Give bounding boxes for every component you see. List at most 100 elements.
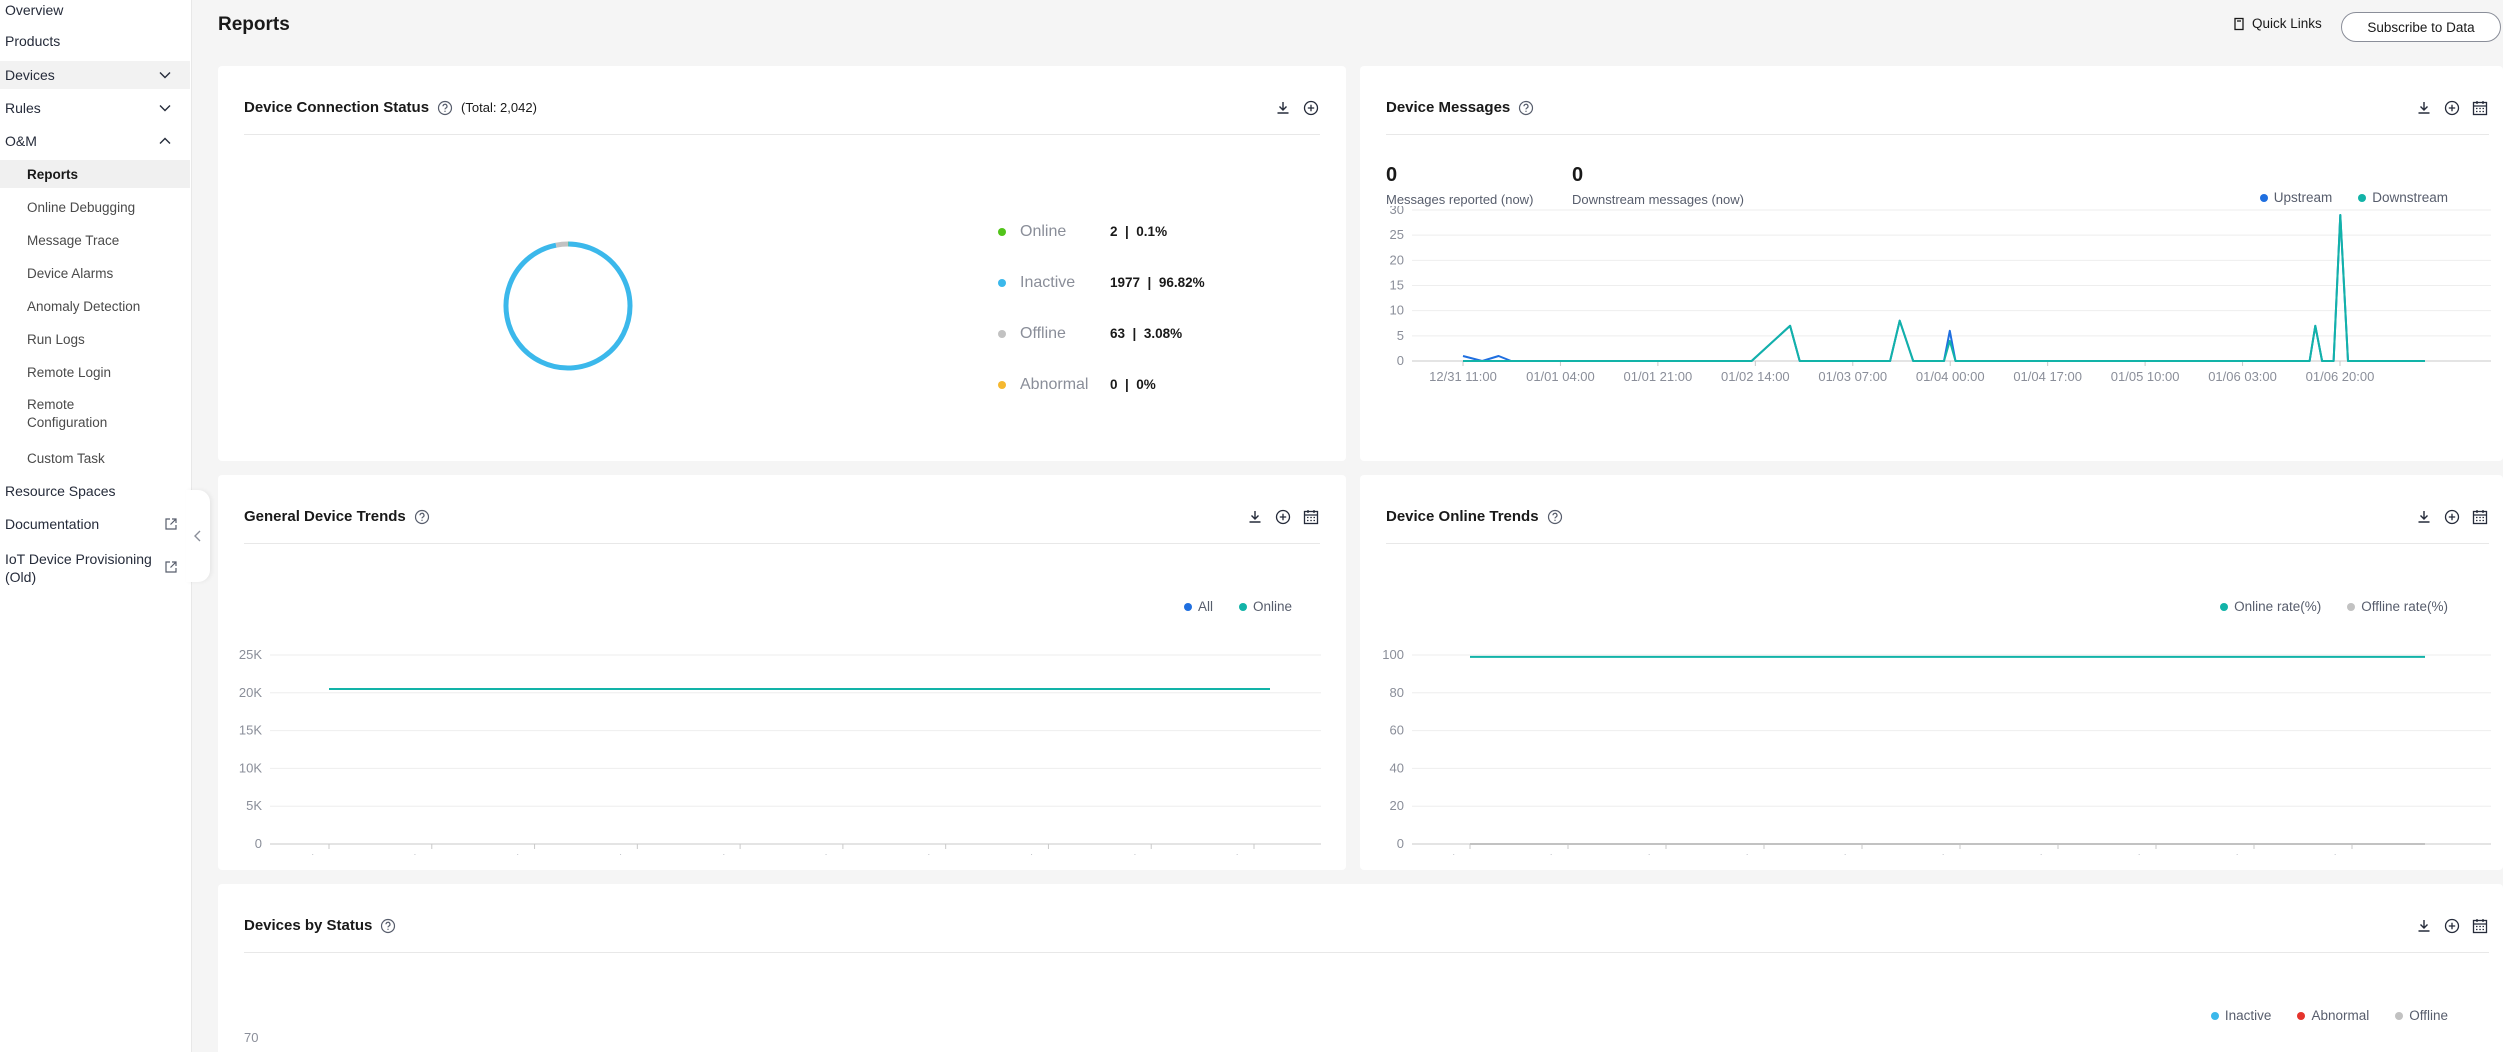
sidebar-item-device-alarms[interactable]: Device Alarms <box>0 259 190 287</box>
help-icon[interactable] <box>380 918 396 934</box>
x-axis-tick-label: 01/06 11:00 <box>1117 852 1185 855</box>
sidebar-item-products[interactable]: Products <box>0 27 190 55</box>
sidebar-item-devices[interactable]: Devices <box>0 61 190 89</box>
y-axis-tick-label: 80 <box>1390 685 1404 700</box>
chevron-down-icon <box>159 72 171 79</box>
legend-inactive[interactable]: Inactive <box>2210 1008 2271 1023</box>
legend-all[interactable]: All <box>1183 599 1213 614</box>
legend-downstream[interactable]: Downstream <box>2358 190 2448 205</box>
card-title-text: Device Messages <box>1386 99 1511 116</box>
status-row-inactive: Inactive 1977 | 96.82% <box>998 272 1238 294</box>
help-icon[interactable] <box>1547 509 1563 525</box>
card-title-text: Device Online Trends <box>1386 508 1539 525</box>
chart-legend: Upstream Downstream <box>2259 190 2448 205</box>
calendar-icon[interactable] <box>1302 508 1320 526</box>
legend-label: Upstream <box>2273 190 2333 205</box>
add-to-dashboard-icon[interactable] <box>1274 508 1292 526</box>
card-actions <box>2415 99 2489 117</box>
downstream-messages-label: Downstream messages (now) <box>1572 192 1744 207</box>
sidebar-item-remote-login[interactable]: Remote Login <box>0 358 190 386</box>
sidebar-item-label: Products <box>5 33 61 49</box>
status-row-offline: Offline 63 | 3.08% <box>998 323 1238 345</box>
card-title: General Device Trends <box>244 508 430 525</box>
help-icon[interactable] <box>1518 100 1534 116</box>
sidebar-item-run-logs[interactable]: Run Logs <box>0 325 190 353</box>
download-icon[interactable] <box>1246 508 1264 526</box>
legend-dot <box>2358 193 2367 202</box>
legend-offline[interactable]: Offline <box>2395 1008 2448 1023</box>
sidebar-item-rules[interactable]: Rules <box>0 94 190 122</box>
download-icon[interactable] <box>2415 99 2433 117</box>
sidebar-item-label: Run Logs <box>27 331 85 347</box>
add-to-dashboard-icon[interactable] <box>2443 917 2461 935</box>
legend-upstream[interactable]: Upstream <box>2259 190 2333 205</box>
download-icon[interactable] <box>2415 917 2433 935</box>
card-actions <box>2415 508 2489 526</box>
sidebar-item-reports[interactable]: Reports <box>0 160 190 188</box>
y-axis-tick-label: 0 <box>1397 836 1404 851</box>
status-dot <box>998 381 1006 389</box>
x-axis-tick-label: 01/03 11:00 <box>706 852 774 855</box>
calendar-icon[interactable] <box>2471 99 2489 117</box>
legend-dot <box>2259 193 2268 202</box>
sidebar-item-online-debugging[interactable]: Online Debugging <box>0 193 190 221</box>
bookmark-icon <box>2234 17 2244 30</box>
y-axis-tick-label: 10K <box>239 760 262 775</box>
chevron-left-icon <box>194 530 201 542</box>
legend-abnormal[interactable]: Abnormal <box>2297 1008 2369 1023</box>
calendar-icon[interactable] <box>2471 508 2489 526</box>
sidebar-item-label: Remote Configuration <box>27 397 108 430</box>
subscribe-to-data-button[interactable]: Subscribe to Data <box>2341 12 2501 42</box>
card-divider <box>244 952 2489 953</box>
sidebar-item-label: Rules <box>5 100 41 116</box>
x-axis-tick-label: 01/04 17:00 <box>2024 852 2093 855</box>
add-to-dashboard-icon[interactable] <box>1302 99 1320 117</box>
sidebar-item-resource-spaces[interactable]: Resource Spaces <box>0 477 190 505</box>
download-icon[interactable] <box>2415 508 2433 526</box>
card-title: Device Online Trends <box>1386 508 1563 525</box>
x-axis-tick-label: 01/05 10:00 <box>2111 369 2180 381</box>
sidebar-item-label: Reports <box>27 166 79 182</box>
legend-offline-rate[interactable]: Offline rate(%) <box>2347 599 2448 614</box>
add-to-dashboard-icon[interactable] <box>2443 508 2461 526</box>
sidebar-item-overview[interactable]: Overview <box>0 0 190 24</box>
legend-dot <box>2297 1011 2306 1020</box>
x-axis-tick-label: 01/01 21:00 <box>1624 369 1693 381</box>
add-to-dashboard-icon[interactable] <box>2443 99 2461 117</box>
quick-links-button[interactable]: Quick Links <box>2232 16 2322 31</box>
card-divider <box>1386 543 2489 544</box>
sidebar-item-documentation[interactable]: Documentation <box>0 510 190 538</box>
help-icon[interactable] <box>437 100 453 116</box>
legend-dot <box>2347 602 2356 611</box>
download-icon[interactable] <box>1274 99 1292 117</box>
sidebar-item-remote-configuration[interactable]: Remote Configuration <box>0 393 150 435</box>
x-axis-tick-label: 01/02 14:00 <box>1730 852 1799 855</box>
x-axis-tick-label: 01/01 04:00 <box>1534 852 1603 855</box>
sidebar-item-anomaly-detection[interactable]: Anomaly Detection <box>0 292 190 320</box>
donut-slice-inactive <box>503 241 633 371</box>
card-title-text: Devices by Status <box>244 917 373 934</box>
legend-online-rate[interactable]: Online rate(%) <box>2220 599 2321 614</box>
x-axis-tick-label: 01/04 23:00 <box>911 852 980 855</box>
collapse-sidebar-button[interactable] <box>186 490 210 582</box>
sidebar-item-message-trace[interactable]: Message Trace <box>0 226 190 254</box>
help-icon[interactable] <box>414 509 430 525</box>
legend-label: Downstream <box>2372 190 2448 205</box>
x-axis-tick-label: 01/06 20:00 <box>2318 852 2387 855</box>
status-percent: 96.82% <box>1158 275 1205 290</box>
sidebar-item-iot-device-provisioning[interactable]: IoT Device Provisioning (Old) <box>0 547 190 591</box>
y-axis-tick-label: 10 <box>1390 303 1404 318</box>
x-axis-tick-label: 12/31 11:00 <box>1429 369 1497 381</box>
sidebar-item-label: Anomaly Detection <box>27 298 141 314</box>
card-title-text: Device Connection Status <box>244 99 430 116</box>
x-axis-tick-label: 01/04 05:00 <box>809 852 878 855</box>
x-axis-tick-label: 01/06 20:00 <box>2306 369 2375 381</box>
sidebar-item-custom-task[interactable]: Custom Task <box>0 444 190 472</box>
calendar-icon[interactable] <box>2471 917 2489 935</box>
downstream-messages-value: 0 <box>1572 164 1584 186</box>
status-label: Inactive <box>1020 274 1076 291</box>
status-dot <box>998 228 1006 236</box>
sidebar-item-om[interactable]: O&M <box>0 127 190 155</box>
y-axis-tick-label: 40 <box>1390 760 1404 775</box>
legend-online[interactable]: Online <box>1238 599 1292 614</box>
